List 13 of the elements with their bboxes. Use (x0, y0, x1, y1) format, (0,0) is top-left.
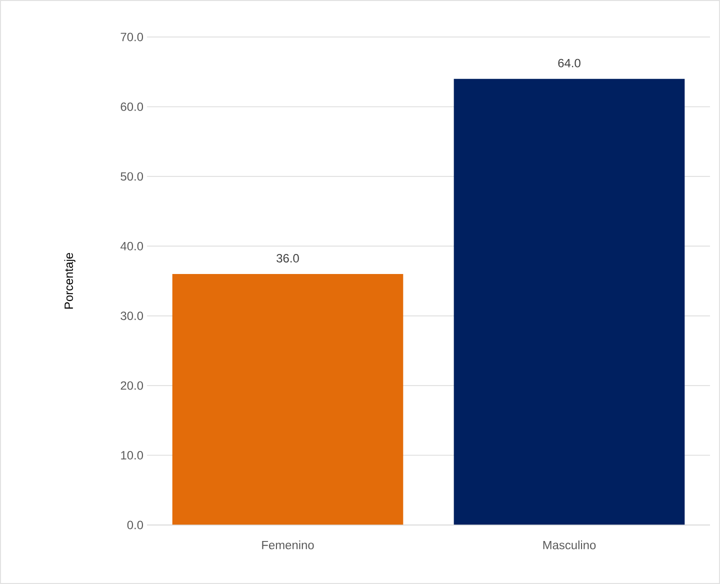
data-label: 64.0 (558, 58, 580, 68)
x-tick-label: Femenino (262, 540, 314, 550)
y-axis-title: Porcentaje (64, 252, 76, 309)
y-tick-label: 70.0 (120, 32, 144, 42)
y-tick-label: 50.0 (120, 172, 144, 181)
y-tick-label: 30.0 (120, 312, 144, 320)
y-tick-label: 10.0 (121, 451, 144, 460)
y-tick-label: 20.0 (120, 381, 144, 390)
data-label: 36.0 (276, 254, 299, 262)
x-tick-label: Masculino (543, 540, 596, 550)
y-tick-label: 40.0 (120, 242, 144, 250)
y-tick-label: 0.0 (127, 520, 144, 530)
y-tick-label: 60.0 (120, 102, 144, 111)
